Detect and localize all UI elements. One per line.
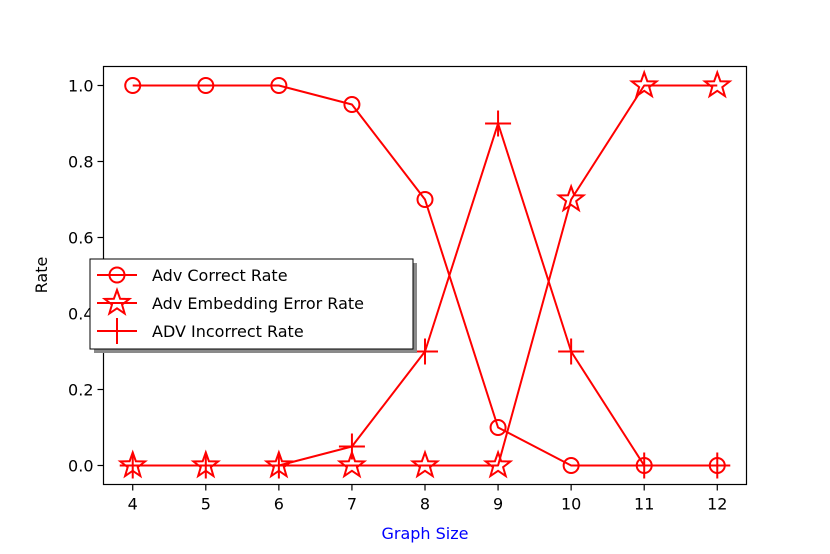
data-point	[338, 433, 365, 460]
legend-box	[89, 258, 414, 350]
y-tick-label: 1.0	[68, 77, 93, 96]
data-point	[192, 452, 219, 479]
x-tick-label: 7	[347, 495, 357, 514]
data-point	[119, 452, 146, 479]
legend: Adv Correct Rate Adv Embedding Error Rate…	[89, 258, 417, 353]
data-point	[336, 449, 368, 479]
data-point	[409, 449, 441, 479]
x-tick-label: 11	[634, 495, 654, 514]
series-3	[119, 110, 731, 479]
legend-marker	[108, 266, 126, 284]
y-tick-label: 0.8	[68, 153, 93, 172]
legend-marker	[104, 318, 130, 344]
data-point	[482, 449, 514, 479]
legend-entry: Adv Correct Rate	[97, 266, 288, 285]
data-point	[704, 452, 731, 479]
legend-label: Adv Embedding Error Rate	[152, 294, 364, 313]
x-tick-label: 5	[201, 495, 211, 514]
data-point	[702, 69, 733, 99]
y-tick-label: 0.2	[68, 381, 93, 400]
y-tick-label: 0.6	[68, 229, 93, 248]
data-point	[197, 77, 215, 94]
data-point	[270, 77, 288, 94]
legend-label: ADV Incorrect Rate	[152, 322, 304, 341]
x-tick-label: 6	[274, 495, 284, 514]
x-tick-label: 12	[707, 495, 727, 514]
data-point	[631, 452, 658, 479]
data-point	[489, 419, 507, 436]
data-point	[343, 96, 361, 113]
x-axis-ticks: 4 5 6 7 8 9 10 11 12	[128, 484, 727, 514]
legend-label: Adv Correct Rate	[152, 266, 288, 285]
legend-marker	[101, 287, 133, 316]
data-point	[416, 191, 434, 208]
data-point	[485, 110, 512, 137]
data-point	[124, 77, 142, 94]
x-tick-label: 9	[493, 495, 503, 514]
data-point	[629, 69, 660, 99]
legend-entry: Adv Embedding Error Rate	[97, 287, 364, 316]
y-axis-ticks: 0.0 0.2 0.4 0.6 0.8 1.0	[68, 77, 104, 476]
data-point	[558, 338, 585, 365]
data-point	[265, 452, 292, 479]
y-tick-label: 0.0	[68, 457, 93, 476]
series-line	[132, 84, 718, 467]
x-axis-label: Graph Size	[381, 524, 468, 543]
x-tick-label: 4	[128, 495, 138, 514]
data-point	[555, 183, 587, 213]
series-layer	[117, 69, 733, 479]
x-tick-label: 8	[420, 495, 430, 514]
y-tick-label: 0.4	[68, 305, 93, 324]
legend-entry: ADV Incorrect Rate	[97, 318, 304, 344]
x-tick-label: 10	[561, 495, 581, 514]
data-point	[562, 457, 580, 474]
y-axis-label: Rate	[32, 257, 51, 294]
